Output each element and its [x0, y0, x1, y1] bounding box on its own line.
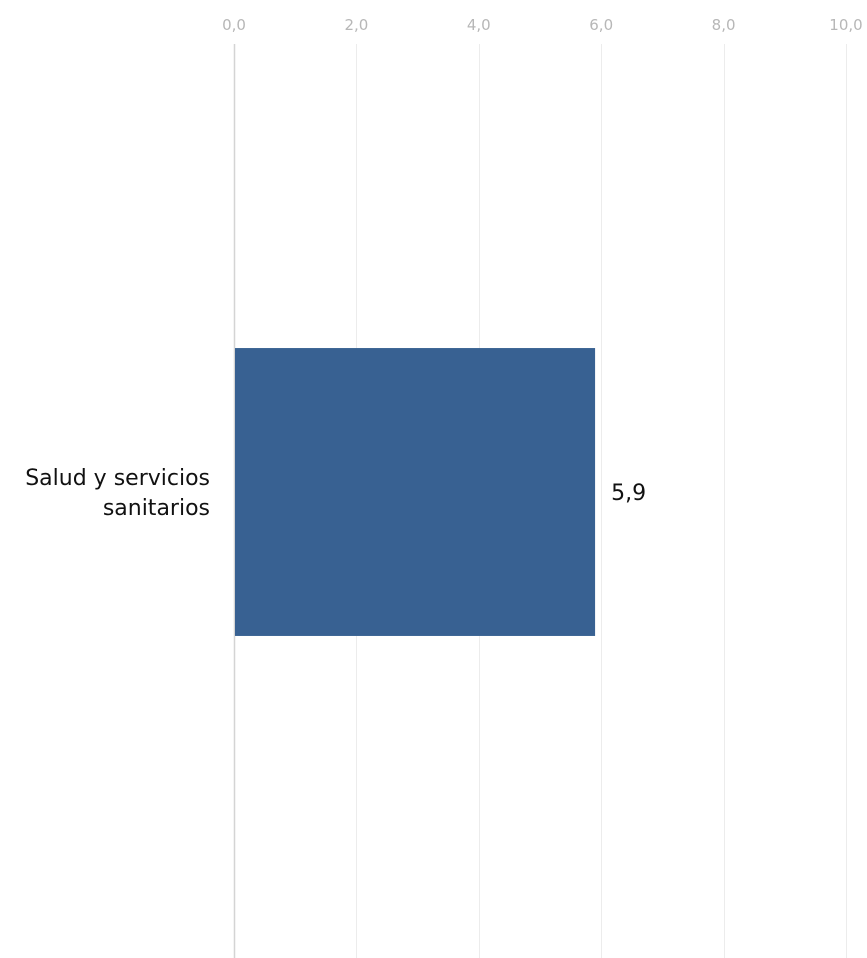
bars — [235, 348, 596, 636]
x-tick-label: 0,0 — [222, 16, 246, 34]
category-label: Salud y servicios sanitarios — [25, 466, 210, 521]
x-tick-label: 8,0 — [712, 16, 736, 34]
x-tick-label: 10,0 — [829, 16, 862, 34]
x-tick-label: 6,0 — [589, 16, 613, 34]
bar — [235, 348, 596, 636]
category-labels: Salud y servicios sanitarios — [25, 466, 210, 521]
x-tick-label: 4,0 — [467, 16, 491, 34]
category-label-line: sanitarios — [103, 496, 210, 521]
x-axis-tick-labels: 0,0 2,0 4,0 6,0 8,0 10,0 — [222, 16, 863, 34]
category-label-line: Salud y servicios — [25, 466, 210, 491]
data-labels: 5,9 — [611, 481, 646, 506]
x-tick-label: 2,0 — [344, 16, 368, 34]
data-label: 5,9 — [611, 481, 646, 506]
